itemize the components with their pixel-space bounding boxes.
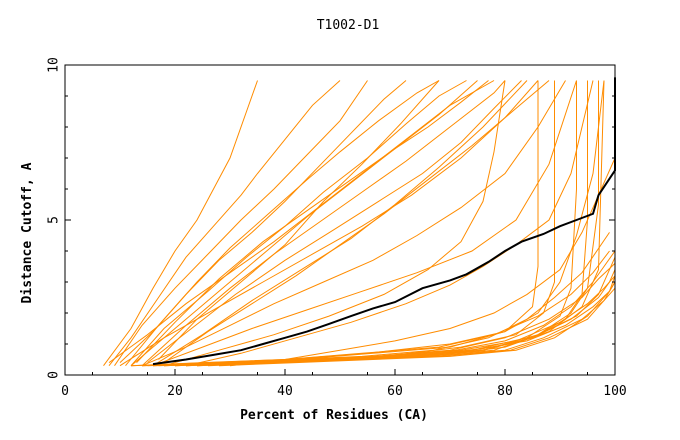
y-tick-label: 5 bbox=[47, 216, 62, 224]
model-series-line-37 bbox=[147, 232, 610, 367]
chart-title: T1002-D1 bbox=[317, 18, 380, 33]
x-tick-label: 80 bbox=[497, 384, 513, 399]
model-series-line-29 bbox=[141, 263, 616, 367]
model-series-line-1 bbox=[103, 80, 258, 366]
model-series-line-9 bbox=[147, 80, 522, 363]
model-series-line-13 bbox=[119, 80, 539, 367]
model-series-line-12 bbox=[163, 80, 550, 364]
x-tick-label: 0 bbox=[61, 384, 69, 399]
model-series-line-15 bbox=[130, 80, 489, 367]
y-axis: 0 5 10 bbox=[47, 57, 615, 379]
model-series-line-20 bbox=[229, 157, 616, 367]
x-tick-label: 100 bbox=[603, 384, 626, 399]
model-series-line-19 bbox=[185, 80, 594, 367]
model-series-line-18 bbox=[163, 80, 506, 367]
model-series-line-34 bbox=[196, 281, 616, 367]
x-tick-label: 40 bbox=[277, 384, 293, 399]
model-series-line-10 bbox=[152, 80, 528, 367]
model-series-line-6 bbox=[130, 80, 467, 367]
model-series-line-17 bbox=[152, 80, 577, 367]
x-axis-label: Percent of Residues (CA) bbox=[240, 408, 428, 423]
y-axis-label: Distance Cutoff, A bbox=[20, 162, 35, 303]
x-tick-label: 60 bbox=[387, 384, 403, 399]
model-series-line-26 bbox=[185, 80, 599, 367]
model-series-line-5 bbox=[125, 80, 440, 367]
x-axis: 0 20 40 60 80 100 bbox=[61, 369, 627, 399]
plot-frame bbox=[64, 64, 616, 376]
model-series-line-3 bbox=[114, 80, 368, 366]
model-series-line-25 bbox=[174, 80, 588, 367]
highlight-series-line bbox=[152, 77, 616, 366]
x-tick-label: 20 bbox=[167, 384, 183, 399]
model-series-line-7 bbox=[136, 80, 478, 363]
model-series-line-23 bbox=[152, 80, 555, 367]
plot-lines bbox=[103, 77, 616, 367]
model-series-line-11 bbox=[158, 80, 440, 360]
model-series-line-16 bbox=[141, 80, 566, 367]
y-tick-label: 10 bbox=[47, 57, 62, 73]
model-series-line-36 bbox=[218, 275, 616, 367]
model-series-line-22 bbox=[141, 80, 539, 367]
model-series-line-8 bbox=[141, 80, 506, 367]
y-tick-label: 0 bbox=[47, 371, 62, 379]
model-series-line-14 bbox=[108, 80, 495, 364]
model-series-line-38 bbox=[158, 250, 616, 367]
model-series-line-2 bbox=[108, 80, 341, 367]
